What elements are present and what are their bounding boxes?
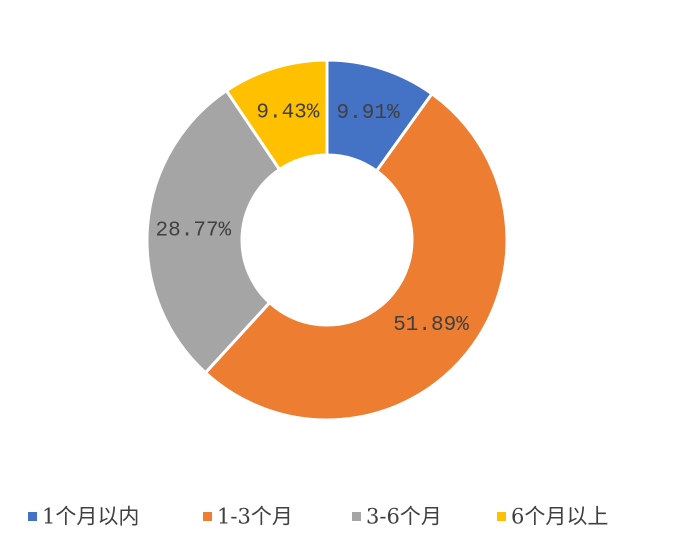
donut-slice: [145, 88, 282, 375]
legend-marker: [28, 512, 37, 521]
legend-label: 1个月以内: [42, 505, 139, 529]
donut-slice: [203, 91, 509, 422]
donut-slice: [224, 58, 329, 172]
legend-label: 6个月以上: [511, 505, 608, 529]
value-label: 51.89%: [393, 314, 469, 337]
legend-marker: [203, 512, 212, 521]
value-label: 9.43%: [256, 101, 319, 124]
legend-marker: [497, 512, 506, 521]
legend-label: 1-3个月: [217, 505, 293, 529]
value-label: 28.77%: [156, 220, 232, 243]
legend-label: 3-6个月: [366, 505, 442, 529]
value-label: 9.91%: [337, 102, 400, 125]
legend-marker: [352, 512, 361, 521]
